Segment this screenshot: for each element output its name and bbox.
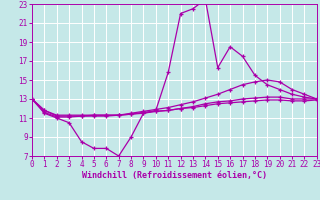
X-axis label: Windchill (Refroidissement éolien,°C): Windchill (Refroidissement éolien,°C) (82, 171, 267, 180)
